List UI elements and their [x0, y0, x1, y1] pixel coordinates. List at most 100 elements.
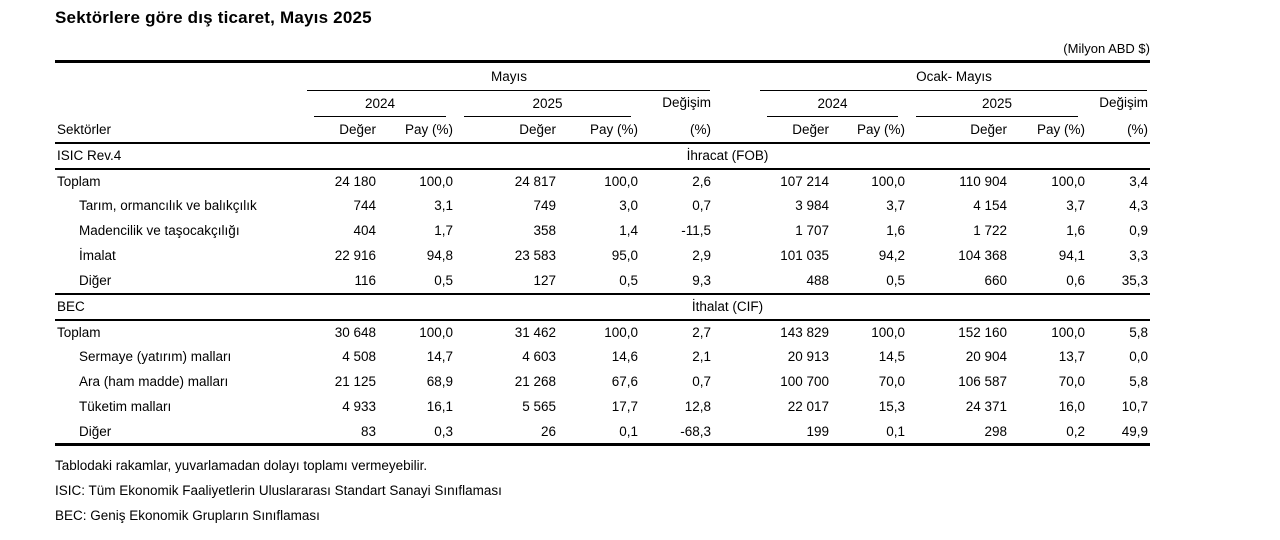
table-cell: 3 984	[795, 198, 829, 214]
table-row: Sermaye (yatırım) malları 4 508 14,7 4 603 1…	[55, 345, 1150, 370]
column-gap	[713, 169, 758, 194]
column-gap	[713, 370, 758, 395]
table-cell: 94,1	[1058, 248, 1085, 264]
unit-label: (Milyon ABD $)	[1063, 41, 1150, 56]
table-cell: 3,1	[434, 198, 453, 214]
table-cell: 20 904	[965, 349, 1007, 365]
row-label: Toplam	[57, 324, 101, 340]
table-row: Tarım, ormancılık ve balıkçılık 744 3,1 749…	[55, 194, 1150, 219]
table-cell: 4 933	[342, 399, 376, 415]
share-header: Pay (%)	[558, 116, 640, 144]
table-cell: 0,0	[1129, 349, 1149, 365]
footnote-isic: ISIC: Tüm Ekonomik Faaliyetlerin Uluslar…	[55, 483, 502, 498]
table-cell: 404	[353, 223, 376, 239]
column-gap	[713, 116, 758, 144]
table-row: Toplam 24 180 100,0 24 817 100,0 2,6 107 214 10…	[55, 169, 1150, 194]
table-cell: 24 180	[334, 173, 376, 189]
table-cell: 26	[540, 423, 556, 439]
trade-table: Mayıs Ocak- Mayıs 2024 2025 Değişim 2024…	[55, 60, 1151, 446]
year-header-may-2024: 2024	[305, 91, 455, 117]
table-cell: 12,8	[684, 399, 711, 415]
table-cell: 16,1	[426, 399, 453, 415]
share-header: Pay (%)	[378, 116, 455, 144]
group-header-may: Mayıs	[305, 62, 713, 91]
column-gap	[713, 194, 758, 219]
table-cell: 100,0	[1051, 173, 1085, 189]
table-cell: 0,5	[886, 272, 905, 288]
table-cell: 13,7	[1058, 349, 1085, 365]
table-cell: 0,3	[434, 423, 453, 439]
table-cell: 10,7	[1121, 399, 1149, 415]
header-sub-row: Sektörler Değer Pay (%) Değer Pay (%) (%…	[55, 116, 1151, 144]
table-cell: 24 371	[965, 399, 1007, 415]
section-header-row: BEC İthalat (CIF)	[55, 292, 1151, 321]
table-row: Ara (ham madde) malları 21 125 68,9 21 268 6…	[55, 370, 1150, 395]
column-gap	[713, 345, 758, 370]
table-cell: 298	[984, 423, 1007, 439]
table-cell: 0,5	[434, 272, 453, 288]
table-row: Toplam 30 648 100,0 31 462 100,0 2,7 143 829 10…	[55, 320, 1150, 345]
table-cell: 100,0	[1051, 324, 1085, 340]
table-cell: 49,9	[1121, 423, 1149, 439]
table-cell: 1,7	[434, 223, 453, 239]
table-row: İmalat 22 916 94,8 23 583 95,0 2,9 101 035 94,2…	[55, 244, 1150, 269]
column-gap	[713, 269, 758, 294]
table-cell: 106 587	[958, 374, 1007, 390]
table-cell: 100 700	[780, 374, 829, 390]
change-header-janmay: Değişim	[1099, 95, 1149, 111]
table-cell: 3,4	[1129, 173, 1149, 189]
table-cell: -11,5	[681, 223, 711, 239]
year-header-janmay-2025: 2025	[907, 91, 1087, 117]
change-header-may: Değişim	[662, 95, 711, 111]
table-cell: 3,7	[886, 198, 905, 214]
table-body: ISIC Rev.4 İhracat (FOB) Toplam 24 180 100,0…	[55, 142, 1151, 445]
table-cell: 101 035	[780, 248, 829, 264]
table-cell: 1,4	[619, 223, 638, 239]
table-cell: 104 368	[958, 248, 1007, 264]
table-row: Tüketim malları 4 933 16,1 5 565 17,7 12,8 22 …	[55, 395, 1150, 420]
table-row: Diğer 83 0,3 26 0,1 -68,3 199 0,1 298 0,2 49,9	[55, 420, 1150, 445]
table-cell: 1 722	[973, 223, 1007, 239]
table-cell: 116	[354, 272, 376, 288]
table-cell: 0,7	[692, 374, 711, 390]
table-cell: 1,6	[886, 223, 905, 239]
table-cell: 22 017	[787, 399, 829, 415]
table-cell: 14,5	[878, 349, 905, 365]
value-header: Değer	[305, 116, 378, 144]
table-cell: 21 125	[334, 374, 376, 390]
row-label: Sermaye (yatırım) malları	[79, 349, 232, 365]
table-cell: 3,0	[619, 198, 638, 214]
table-cell: 21 268	[514, 374, 556, 390]
table-cell: 5 565	[522, 399, 556, 415]
table-cell: 100,0	[419, 173, 453, 189]
table-cell: 4 508	[342, 349, 376, 365]
table-cell: 23 583	[514, 248, 556, 264]
table-cell: 199	[806, 423, 829, 439]
year-header-may-2025: 2025	[455, 91, 640, 117]
table-cell: 0,2	[1066, 423, 1085, 439]
table-cell: 14,6	[611, 349, 638, 365]
footnote-rounding: Tablodaki rakamlar, yuvarlamadan dolayı …	[55, 458, 428, 473]
table-cell: 94,8	[426, 248, 453, 264]
table-cell: 30 648	[334, 324, 376, 340]
table-cell: 3,7	[1066, 198, 1085, 214]
header-group-row: Mayıs Ocak- Mayıs	[55, 62, 1150, 91]
page-title: Sektörlere göre dış ticaret, Mayıs 2025	[55, 8, 372, 27]
table-cell: 152 160	[958, 324, 1007, 340]
table-cell: 95,0	[611, 248, 638, 264]
table-cell: 127	[533, 272, 556, 288]
table-cell: 31 462	[514, 324, 556, 340]
sector-column-header: Sektörler	[55, 116, 305, 144]
table-row: Madencilik ve taşocakçılığı 404 1,7 358 1,4 -…	[55, 219, 1150, 244]
share-header: Pay (%)	[831, 116, 907, 144]
column-gap	[713, 420, 758, 445]
table-row: Diğer 116 0,5 127 0,5 9,3 488 0,5 660 0,6 35,3	[55, 269, 1150, 294]
value-header: Değer	[907, 116, 1009, 144]
column-gap	[713, 62, 758, 91]
table-cell: 2,1	[692, 349, 711, 365]
footnote-bec: BEC: Geniş Ekonomik Grupların Sınıflamas…	[55, 508, 320, 523]
table-cell: 94,2	[878, 248, 905, 264]
section-classification-label: ISIC Rev.4	[55, 142, 305, 170]
value-header: Değer	[455, 116, 558, 144]
